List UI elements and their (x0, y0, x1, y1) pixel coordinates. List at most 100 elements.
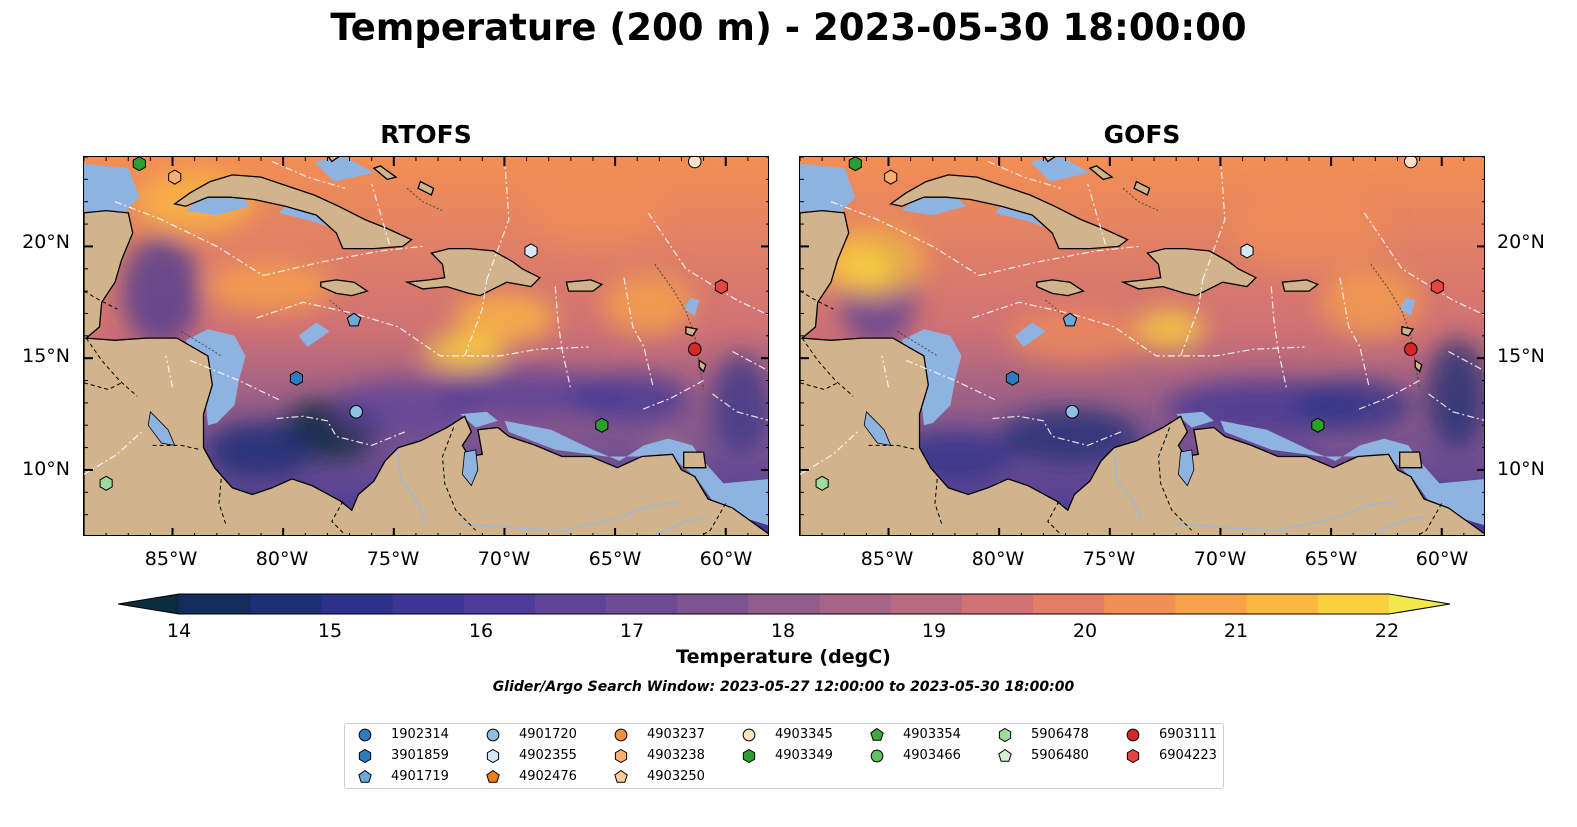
temperature-patch (1228, 188, 1389, 269)
eez-boundary (905, 359, 998, 402)
depth-contour (897, 330, 938, 357)
y-tick-label: 10°N (22, 458, 70, 480)
legend-marker (1126, 748, 1140, 764)
colorbar-bin (321, 594, 394, 614)
colorbar-tick-label: 14 (166, 620, 192, 642)
legend-marker (486, 769, 500, 783)
shallow-shelf (1399, 297, 1416, 316)
shallow-shelf (1176, 411, 1214, 428)
country-border (800, 290, 834, 310)
legend-label: 4903349 (775, 748, 833, 763)
country-border (331, 500, 346, 535)
river (397, 449, 428, 524)
temperature-patch (204, 260, 335, 313)
temperature-patch (838, 246, 895, 287)
legend-label: 5906478 (1031, 727, 1089, 742)
colorbar-bin (463, 594, 536, 614)
gofs-map (799, 156, 1485, 536)
country-border (85, 337, 138, 397)
depth-contour (1370, 264, 1421, 390)
legend-label: 4903345 (775, 727, 833, 742)
eez-boundary (1087, 183, 1106, 245)
colorbar-bin (1104, 594, 1177, 614)
country-border (801, 337, 854, 397)
y-tick-label: 20°N (1497, 231, 1545, 253)
float-marker-5906478 (99, 475, 113, 491)
lake (147, 410, 176, 446)
eez-boundary (830, 201, 980, 277)
eez-boundary (189, 359, 282, 402)
colorbar-outline (118, 593, 1451, 615)
country-border (868, 444, 918, 451)
eez-boundary (800, 431, 858, 475)
x-tick-label: 80°W (255, 548, 309, 570)
eez-boundary (987, 160, 1062, 189)
figure-title: Temperature (200 m) - 2023-05-30 18:00:0… (330, 6, 1247, 49)
legend-label: 4903238 (647, 748, 705, 763)
legend-marker-shape (870, 749, 884, 763)
shallow-shelf (1014, 322, 1046, 347)
river (1176, 500, 1396, 532)
float-marker-4903354 (132, 157, 146, 172)
float-marker-4903345 (1403, 157, 1418, 169)
land-guadeloupe (1401, 326, 1415, 337)
legend-marker (358, 728, 372, 742)
eez-boundary (271, 160, 346, 189)
colorbar-bin (1246, 594, 1319, 614)
colorbar-extend-low (118, 594, 179, 614)
float-marker-4903349 (595, 417, 609, 433)
legend-marker (358, 748, 372, 764)
eez-boundary (647, 212, 768, 316)
temperature-patch (424, 333, 505, 370)
legend-marker (742, 748, 756, 764)
colorbar-bin (1317, 594, 1390, 614)
legend-label: 4903354 (903, 727, 961, 742)
search-window-caption: Glider/Argo Search Window: 2023-05-27 12… (492, 679, 1075, 695)
eez-boundary (1428, 393, 1484, 421)
float-marker-6903111 (1403, 342, 1418, 357)
float-marker-3901859 (1005, 370, 1019, 386)
land-martinique (698, 359, 707, 373)
depth-contour (1122, 187, 1159, 212)
land-hispaniola (1120, 247, 1257, 297)
y-tick-label: 10°N (1497, 458, 1545, 480)
country-border (701, 503, 727, 535)
lake (863, 410, 892, 446)
float-marker-4903238 (168, 169, 182, 185)
legend-label: 6903111 (1159, 727, 1217, 742)
legend-marker (358, 769, 372, 783)
colorbar-extend-high (1389, 594, 1450, 614)
river (460, 500, 680, 532)
legend-marker-shape (998, 748, 1012, 762)
float-marker-4903354 (848, 157, 862, 172)
eez-boundary (979, 245, 1139, 277)
land-guadeloupe (685, 326, 699, 337)
legend-label: 4902355 (519, 748, 577, 763)
eez-boundary (371, 183, 390, 245)
float-marker-4902355 (1240, 243, 1254, 259)
legend-marker-shape (486, 728, 500, 742)
depth-contour (1045, 299, 1075, 323)
country-border (934, 478, 943, 524)
legend-marker (614, 748, 628, 764)
country-border (1417, 503, 1443, 535)
temperature-patch (1134, 309, 1205, 350)
legend-marker-shape (1126, 748, 1140, 764)
land-bahamas2 (1088, 165, 1114, 181)
eez-boundary (84, 431, 142, 475)
land-bahamas3 (417, 180, 435, 196)
temperature-patch (436, 369, 617, 418)
legend-marker-shape (742, 748, 756, 764)
eez-boundary (165, 355, 174, 388)
legend-marker-shape (358, 728, 372, 742)
depth-contour (654, 264, 705, 390)
lake (1177, 449, 1195, 487)
temperature-patch (1427, 338, 1484, 449)
eez-boundary (114, 201, 264, 277)
x-tick-label: 75°W (366, 548, 420, 570)
y-tick-label: 15°N (1497, 345, 1545, 367)
land-martinique (1414, 359, 1423, 373)
temperature-patch (570, 374, 691, 423)
colorbar-bin (961, 594, 1034, 614)
country-border (84, 290, 118, 310)
